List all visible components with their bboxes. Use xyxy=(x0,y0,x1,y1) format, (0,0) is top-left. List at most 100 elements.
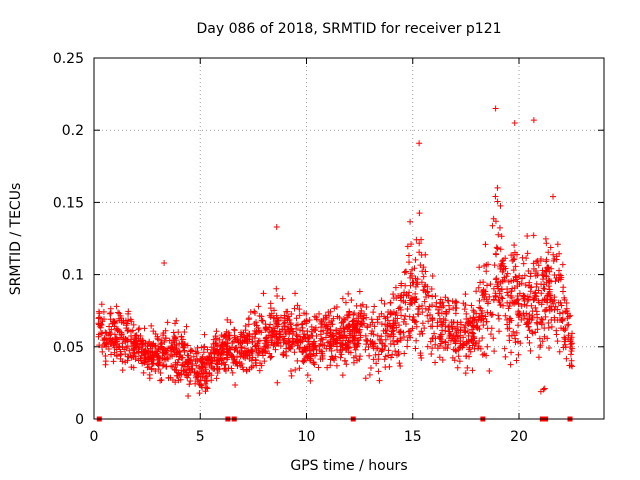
y-tick-label: 0.15 xyxy=(53,195,84,211)
data-point xyxy=(559,288,566,295)
data-point xyxy=(217,343,224,350)
data-point xyxy=(207,357,214,364)
data-point xyxy=(419,268,426,275)
data-point xyxy=(162,335,169,342)
data-point xyxy=(375,368,382,375)
data-point xyxy=(526,279,533,286)
data-point xyxy=(210,336,217,343)
data-point xyxy=(432,359,439,366)
data-point xyxy=(168,340,175,347)
data-point xyxy=(288,311,295,318)
data-point xyxy=(417,262,424,269)
data-point xyxy=(416,140,423,147)
data-point xyxy=(135,346,142,353)
data-point xyxy=(527,288,534,295)
data-point xyxy=(366,352,373,359)
data-point xyxy=(504,299,511,306)
data-point xyxy=(528,302,535,309)
data-point xyxy=(544,335,551,342)
data-point xyxy=(539,338,546,345)
data-point xyxy=(262,335,269,342)
data-point xyxy=(368,316,375,323)
data-point xyxy=(388,331,395,338)
data-point xyxy=(461,329,468,336)
data-point xyxy=(369,327,376,334)
data-point xyxy=(423,294,430,301)
data-point xyxy=(252,309,259,316)
data-point xyxy=(251,327,258,334)
data-point xyxy=(97,324,104,331)
data-point xyxy=(280,337,287,344)
data-point xyxy=(452,310,459,317)
data-point xyxy=(511,285,518,292)
data-point xyxy=(145,361,152,368)
data-point xyxy=(283,330,290,337)
data-point xyxy=(294,302,301,309)
tick-layer: 0 0.05 0.1 0.15 0.2 0.25 0 5 10 15 20 xyxy=(53,51,604,445)
data-point xyxy=(222,367,229,374)
data-point xyxy=(472,340,479,347)
data-point xyxy=(354,357,361,364)
data-point xyxy=(363,303,370,310)
data-point xyxy=(165,375,172,382)
data-point xyxy=(155,352,162,359)
data-point xyxy=(537,344,544,351)
data-point xyxy=(537,388,544,395)
data-point xyxy=(484,309,491,316)
data-point xyxy=(319,321,326,328)
data-point xyxy=(510,328,517,335)
data-point xyxy=(497,265,504,272)
data-point xyxy=(437,340,444,347)
data-point xyxy=(382,353,389,360)
data-point xyxy=(197,365,204,372)
data-point xyxy=(498,294,505,301)
data-point xyxy=(418,279,425,286)
data-point xyxy=(249,333,256,340)
data-point xyxy=(181,329,188,336)
data-point xyxy=(338,351,345,358)
data-point xyxy=(428,286,435,293)
data-point xyxy=(469,322,476,329)
data-point xyxy=(369,343,376,350)
data-point xyxy=(564,322,571,329)
data-point xyxy=(489,222,496,229)
data-point xyxy=(381,356,388,363)
data-point xyxy=(172,320,179,327)
data-point xyxy=(493,244,500,251)
data-point xyxy=(95,320,102,327)
y-axis-label: SRMTID / TECUs xyxy=(8,183,24,296)
data-point xyxy=(257,345,264,352)
data-point xyxy=(127,316,134,323)
data-point xyxy=(518,302,525,309)
data-point xyxy=(318,335,325,342)
data-point xyxy=(535,297,542,304)
data-point xyxy=(371,323,378,330)
data-point xyxy=(287,321,294,328)
data-point xyxy=(356,288,363,295)
data-point xyxy=(119,340,126,347)
data-point xyxy=(362,346,369,353)
data-point xyxy=(457,319,464,326)
data-point xyxy=(542,313,549,320)
data-point xyxy=(568,347,575,354)
data-point xyxy=(504,321,511,328)
data-point xyxy=(113,303,120,310)
data-point xyxy=(146,375,153,382)
data-point xyxy=(553,327,560,334)
data-point xyxy=(355,312,362,319)
data-point xyxy=(330,315,337,322)
data-point xyxy=(445,302,452,309)
data-point xyxy=(274,379,281,386)
data-point xyxy=(525,323,532,330)
data-point xyxy=(136,325,143,332)
data-point xyxy=(200,359,207,366)
data-point xyxy=(529,314,536,321)
data-point xyxy=(110,358,117,365)
data-point xyxy=(510,267,517,274)
data-point xyxy=(504,289,511,296)
data-point xyxy=(476,326,483,333)
data-point xyxy=(425,292,432,299)
data-point xyxy=(395,329,402,336)
data-point xyxy=(556,310,563,317)
data-point xyxy=(117,334,124,341)
